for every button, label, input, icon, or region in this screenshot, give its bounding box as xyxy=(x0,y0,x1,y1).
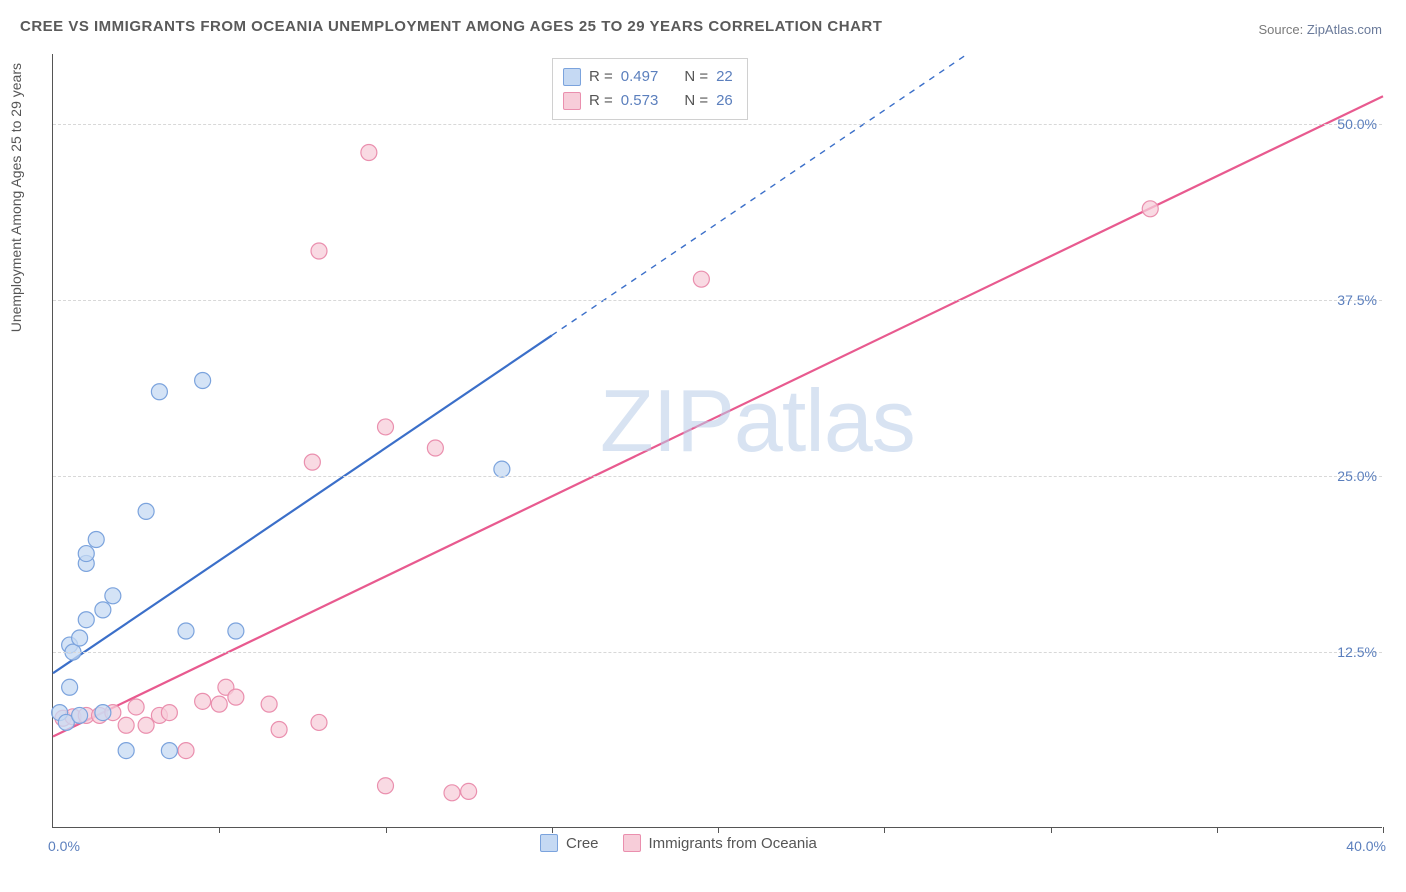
gridline xyxy=(53,652,1382,653)
y-tick-label: 50.0% xyxy=(1337,116,1385,132)
y-tick-label: 25.0% xyxy=(1337,468,1385,484)
stat-r-label: R = xyxy=(589,89,613,113)
source-prefix: Source: xyxy=(1258,22,1306,37)
plot-area: 12.5% 25.0% 37.5% 50.0% xyxy=(52,54,1382,828)
x-tick xyxy=(219,827,220,833)
gridline xyxy=(53,124,1382,125)
stat-n-label: N = xyxy=(684,89,708,113)
source-link[interactable]: ZipAtlas.com xyxy=(1307,22,1382,37)
chart-title: CREE VS IMMIGRANTS FROM OCEANIA UNEMPLOY… xyxy=(20,18,882,35)
stats-row: R = 0.573 N = 26 xyxy=(563,89,733,113)
legend-item: Cree xyxy=(540,834,599,852)
source-attribution: Source: ZipAtlas.com xyxy=(1258,22,1382,37)
legend-swatch xyxy=(623,834,641,852)
y-axis-label: Unemployment Among Ages 25 to 29 years xyxy=(8,63,24,332)
bottom-legend: Cree Immigrants from Oceania xyxy=(540,834,817,852)
legend-swatch xyxy=(563,92,581,110)
stat-n-value: 22 xyxy=(716,65,733,89)
y-tick-label: 37.5% xyxy=(1337,292,1385,308)
x-axis-last-label: 40.0% xyxy=(1346,838,1386,854)
legend-item: Immigrants from Oceania xyxy=(623,834,817,852)
gridline xyxy=(53,300,1382,301)
x-tick xyxy=(1217,827,1218,833)
stat-r-label: R = xyxy=(589,65,613,89)
stat-n-label: N = xyxy=(684,65,708,89)
x-tick xyxy=(884,827,885,833)
stats-legend-box: R = 0.497 N = 22 R = 0.573 N = 26 xyxy=(552,58,748,120)
x-tick xyxy=(1051,827,1052,833)
stat-n-value: 26 xyxy=(716,89,733,113)
chart-svg xyxy=(53,54,1382,827)
stats-row: R = 0.497 N = 22 xyxy=(563,65,733,89)
legend-label: Cree xyxy=(566,835,599,852)
x-tick xyxy=(1383,827,1384,833)
x-tick xyxy=(718,827,719,833)
legend-swatch xyxy=(540,834,558,852)
y-tick-label: 12.5% xyxy=(1337,644,1385,660)
gridline xyxy=(53,476,1382,477)
stat-r-value: 0.573 xyxy=(621,89,659,113)
legend-label: Immigrants from Oceania xyxy=(649,835,817,852)
x-axis-first-label: 0.0% xyxy=(48,838,80,854)
stat-r-value: 0.497 xyxy=(621,65,659,89)
x-tick xyxy=(386,827,387,833)
legend-swatch xyxy=(563,68,581,86)
x-tick xyxy=(552,827,553,833)
